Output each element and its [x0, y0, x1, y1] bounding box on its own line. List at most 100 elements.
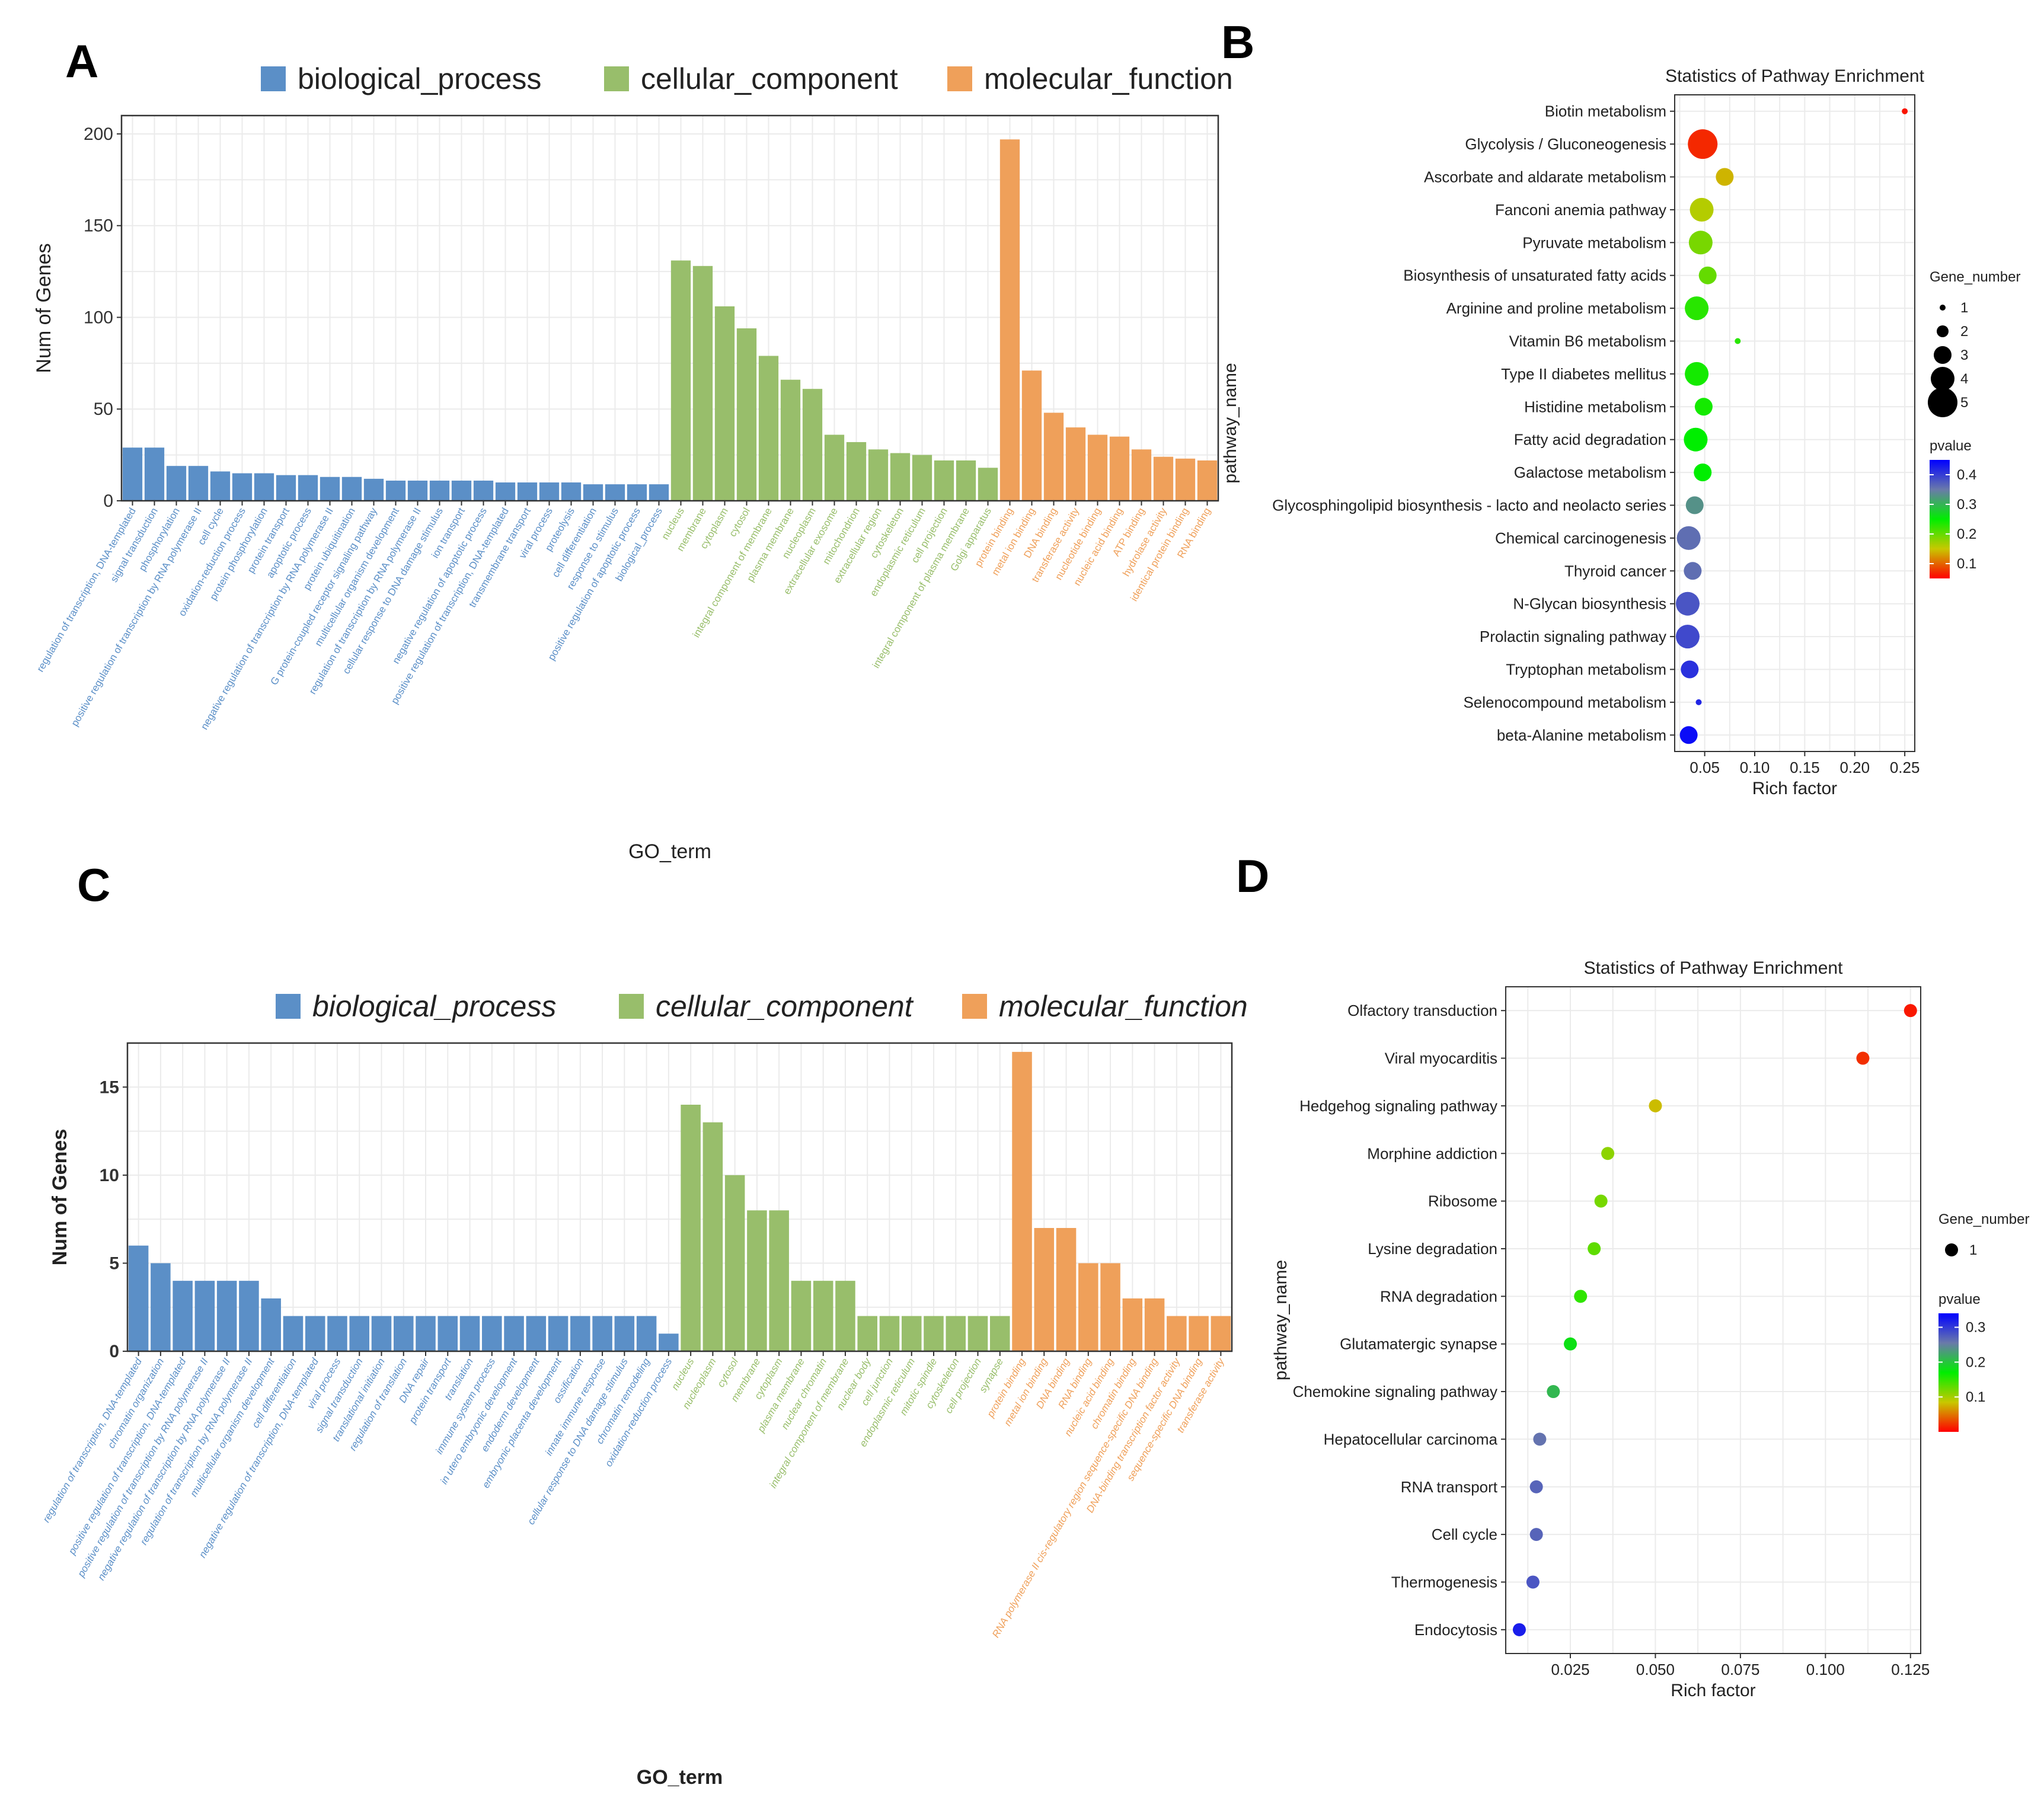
- point-galactose-metabolism: [1694, 463, 1712, 482]
- bar-nucleoplasm: [802, 389, 823, 501]
- y-axis-title: Num of Genes: [33, 243, 55, 373]
- bar-transferase-activity: [1065, 427, 1086, 501]
- bar-endoplasmic-reticulum: [901, 1316, 922, 1351]
- bar-biological-process: [649, 484, 669, 501]
- y-tick-label: 0: [109, 1342, 119, 1361]
- x-axis-title: Rich factor: [1671, 1681, 1755, 1700]
- size-legend-dot: [1940, 305, 1946, 311]
- bar-mitotic-spindle: [924, 1316, 944, 1351]
- bar-cell-projection: [934, 460, 954, 501]
- bar-protein-binding: [999, 139, 1020, 501]
- bar-embryonic-placenta-development: [548, 1316, 569, 1351]
- point-type-ii-diabetes-mellitus: [1685, 362, 1709, 386]
- point-chemokine-signaling-pathway: [1547, 1385, 1560, 1399]
- color-tick-label: 0.3: [1966, 1320, 1985, 1336]
- point-lysine-degradation: [1588, 1242, 1601, 1255]
- x-tick-label: 0.10: [1740, 759, 1770, 776]
- x-tick-label: 0.25: [1890, 759, 1920, 776]
- point-biosynthesis-of-unsaturated-fatty-acids: [1698, 266, 1717, 284]
- point-endocytosis: [1512, 1623, 1526, 1636]
- bar-extracellular-exosome: [824, 434, 845, 501]
- pathway-label: Type II diabetes mellitus: [1501, 365, 1666, 383]
- bar-plasma-membrane: [791, 1281, 812, 1351]
- legend: biological_process cellular_component mole…: [261, 62, 1233, 95]
- y-tick-label: 5: [109, 1253, 119, 1273]
- bar-regulation-of-transcription-by-rna-polymerase-ii: [407, 480, 428, 501]
- color-bar: [1938, 1313, 1959, 1432]
- size-legend: Gene_number 1: [1938, 1211, 2029, 1258]
- y-tick-label: 200: [84, 124, 113, 144]
- pathway-label: Prolactin signaling pathway: [1480, 628, 1666, 645]
- point-thyroid-cancer: [1684, 562, 1702, 580]
- bar-multicellular-organism-development: [385, 480, 406, 501]
- y-tick-label: 10: [100, 1166, 119, 1185]
- bar-rna-binding: [1197, 460, 1218, 501]
- bar-oxidation-reduction-process: [659, 1333, 679, 1351]
- x-axis-title: GO_term: [637, 1766, 723, 1789]
- pathway-label: Hedgehog signaling pathway: [1299, 1097, 1497, 1115]
- bar-cytoskeleton: [890, 453, 911, 501]
- legend-label-cellular-component: cellular_component: [641, 62, 898, 95]
- chart-d: Olfactory transduction Viral myocarditis H…: [1271, 958, 2029, 1700]
- bar-rna-polymerase-ii-cis-regulatory-region-sequence-specific-dna-binding: [1144, 1298, 1165, 1351]
- bar-protein-ubiquitination: [341, 476, 362, 501]
- y-tick-label: 150: [84, 216, 113, 236]
- bar-positive-regulation-of-transcription-dna-templated: [495, 482, 516, 501]
- bar-regulation-of-transcription-dna-templated: [122, 447, 143, 501]
- pathway-label: Fanconi anemia pathway: [1495, 201, 1666, 219]
- plot-frame: [120, 114, 1219, 502]
- bar-cytoskeleton: [946, 1316, 966, 1351]
- bar-viral-process: [327, 1316, 347, 1351]
- bar-nucleotide-binding: [1087, 434, 1108, 501]
- size-legend-dot: [1931, 367, 1954, 391]
- bar-cellular-response-to-dna-damage-stimulus: [614, 1316, 635, 1351]
- y-tick-label: 0: [103, 491, 113, 511]
- size-legend-dot: [1945, 1243, 1958, 1256]
- pathway-label: Galactose metabolism: [1514, 463, 1666, 481]
- x-tick-label: 0.05: [1690, 759, 1720, 776]
- size-legend-label: 5: [1960, 395, 1968, 411]
- pathway-label: RNA degradation: [1380, 1287, 1497, 1305]
- point-selenocompound-metabolism: [1695, 699, 1702, 705]
- bar-cytosol: [736, 328, 757, 501]
- pathway-label: beta-Alanine metabolism: [1497, 726, 1666, 744]
- point-olfactory-transduction: [1904, 1004, 1917, 1018]
- color-legend: pvalue 0.3 0.2 0.1: [1938, 1291, 1985, 1432]
- point-morphine-addiction: [1601, 1147, 1615, 1160]
- plot-background: [1506, 987, 1921, 1654]
- pathway-label: Morphine addiction: [1367, 1144, 1497, 1162]
- plot-frame: [126, 1042, 1233, 1352]
- bar-positive-regulation-of-transcription-by-rna-polymerase-ii: [194, 1281, 215, 1351]
- bar-signal-transduction: [144, 447, 165, 501]
- bar-sequence-specific-dna-binding: [1189, 1316, 1209, 1351]
- y-axis-title: pathway_name: [1271, 1260, 1291, 1380]
- size-legend-title: Gene_number: [1930, 269, 2020, 285]
- point-viral-myocarditis: [1856, 1051, 1870, 1065]
- legend-label-molecular-function: molecular_function: [999, 990, 1248, 1023]
- bar-plasma-membrane: [780, 379, 801, 501]
- plot-frame: [1674, 94, 1915, 752]
- bar-cell-cycle: [210, 471, 231, 501]
- pathway-label: N-Glycan biosynthesis: [1513, 595, 1666, 613]
- point-prolactin-signaling-pathway: [1675, 625, 1700, 649]
- point-tryptophan-metabolism: [1681, 660, 1699, 679]
- x-axis-title: Rich factor: [1752, 779, 1837, 798]
- pathway-label: Viral myocarditis: [1385, 1050, 1497, 1067]
- y-tick-label: 15: [100, 1077, 119, 1097]
- color-tick-label: 0.2: [1966, 1354, 1985, 1370]
- point-n-glycan-biosynthesis: [1675, 591, 1700, 616]
- bar-integral-component-of-plasma-membrane: [956, 460, 976, 501]
- x-tick-label: 0.20: [1839, 759, 1870, 776]
- y-tick-label: 50: [94, 399, 113, 419]
- bar-dna-repair: [416, 1316, 436, 1351]
- size-legend-label: 1: [1969, 1242, 1977, 1258]
- bar-positive-regulation-of-transcription-dna-templated: [173, 1281, 193, 1351]
- chart-title: Statistics of Pathway Enrichment: [1665, 66, 1925, 86]
- pathway-label: Ribosome: [1428, 1192, 1497, 1210]
- bar-oxidation-reduction-process: [232, 473, 253, 501]
- pathway-label: Arginine and proline metabolism: [1446, 299, 1666, 317]
- pathway-label: Cell cycle: [1432, 1525, 1497, 1543]
- point-vitamin-b6-metabolism: [1735, 338, 1741, 344]
- pathway-label: Thermogenesis: [1391, 1573, 1497, 1591]
